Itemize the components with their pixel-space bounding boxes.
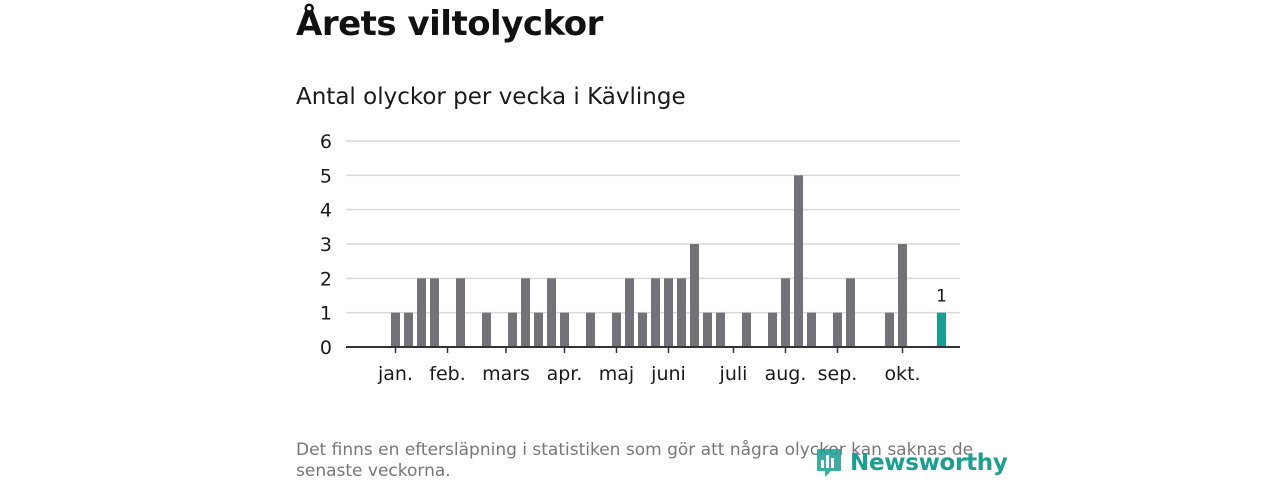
y-tick-label: 0 [320,337,332,359]
bar [768,312,777,347]
x-tick-label: juli [719,363,748,385]
bar [560,312,569,347]
newsworthy-logo[interactable]: Newsworthy [814,446,1008,480]
bar [456,278,465,347]
y-tick-label: 4 [320,200,332,222]
y-tick-label: 1 [320,303,332,325]
brand-name: Newsworthy [850,450,1008,476]
bar [807,312,816,347]
bar [781,278,790,347]
newsworthy-icon [817,449,841,477]
bar [430,278,439,347]
y-tick-label: 3 [320,234,332,256]
bar [417,278,426,347]
bar [508,312,517,347]
data-label: 1 [936,287,947,307]
bar [742,312,751,347]
bar [638,312,647,347]
bar [703,312,712,347]
chart-title: Antal olyckor per vecka i Kävlinge [296,84,686,110]
data-labels: 1 [936,287,947,307]
bar [391,312,400,347]
bar [690,244,699,347]
bar [794,175,803,347]
bar [651,278,660,347]
bar [612,312,621,347]
bar [547,278,556,347]
bar [521,278,530,347]
y-tick-label: 2 [320,268,332,290]
y-axis-ticks: 0 1 2 3 4 5 6 [320,131,332,359]
bar [586,312,595,347]
bar [898,244,907,347]
bar [664,278,673,347]
bar [885,312,894,347]
bar [716,312,725,347]
bar [482,312,491,347]
bar [677,278,686,347]
x-tick-label: mars [482,363,530,385]
bar [625,278,634,347]
x-tick-label: okt. [884,363,920,385]
bar [534,312,543,347]
x-tick-label: maj [599,363,634,385]
x-tick-label: aug. [765,363,807,385]
x-tick-label: sep. [818,363,858,385]
bar-chart: 0 1 2 3 4 5 6 jan. feb. mars apr. maj juni juli aug. s… [320,131,960,385]
chart-card: Årets viltolyckor Antal olyckor per veck… [296,0,1008,481]
bar [404,312,413,347]
page-title: Årets viltolyckor [296,4,603,44]
x-tick-label: juni [650,363,686,385]
bar-current-week [937,312,946,347]
x-tick-label: feb. [429,363,465,385]
x-tick-label: apr. [547,363,583,385]
x-tick-label: jan. [377,363,413,385]
bars [391,175,946,347]
footnote: Det finns en eftersläpning i statistiken… [296,440,974,481]
x-axis-ticks: jan. feb. mars apr. maj juni juli aug. sep. okt. [377,347,921,385]
y-tick-label: 6 [320,131,332,153]
bar [833,312,842,347]
y-tick-label: 5 [320,165,332,187]
bar [846,278,855,347]
